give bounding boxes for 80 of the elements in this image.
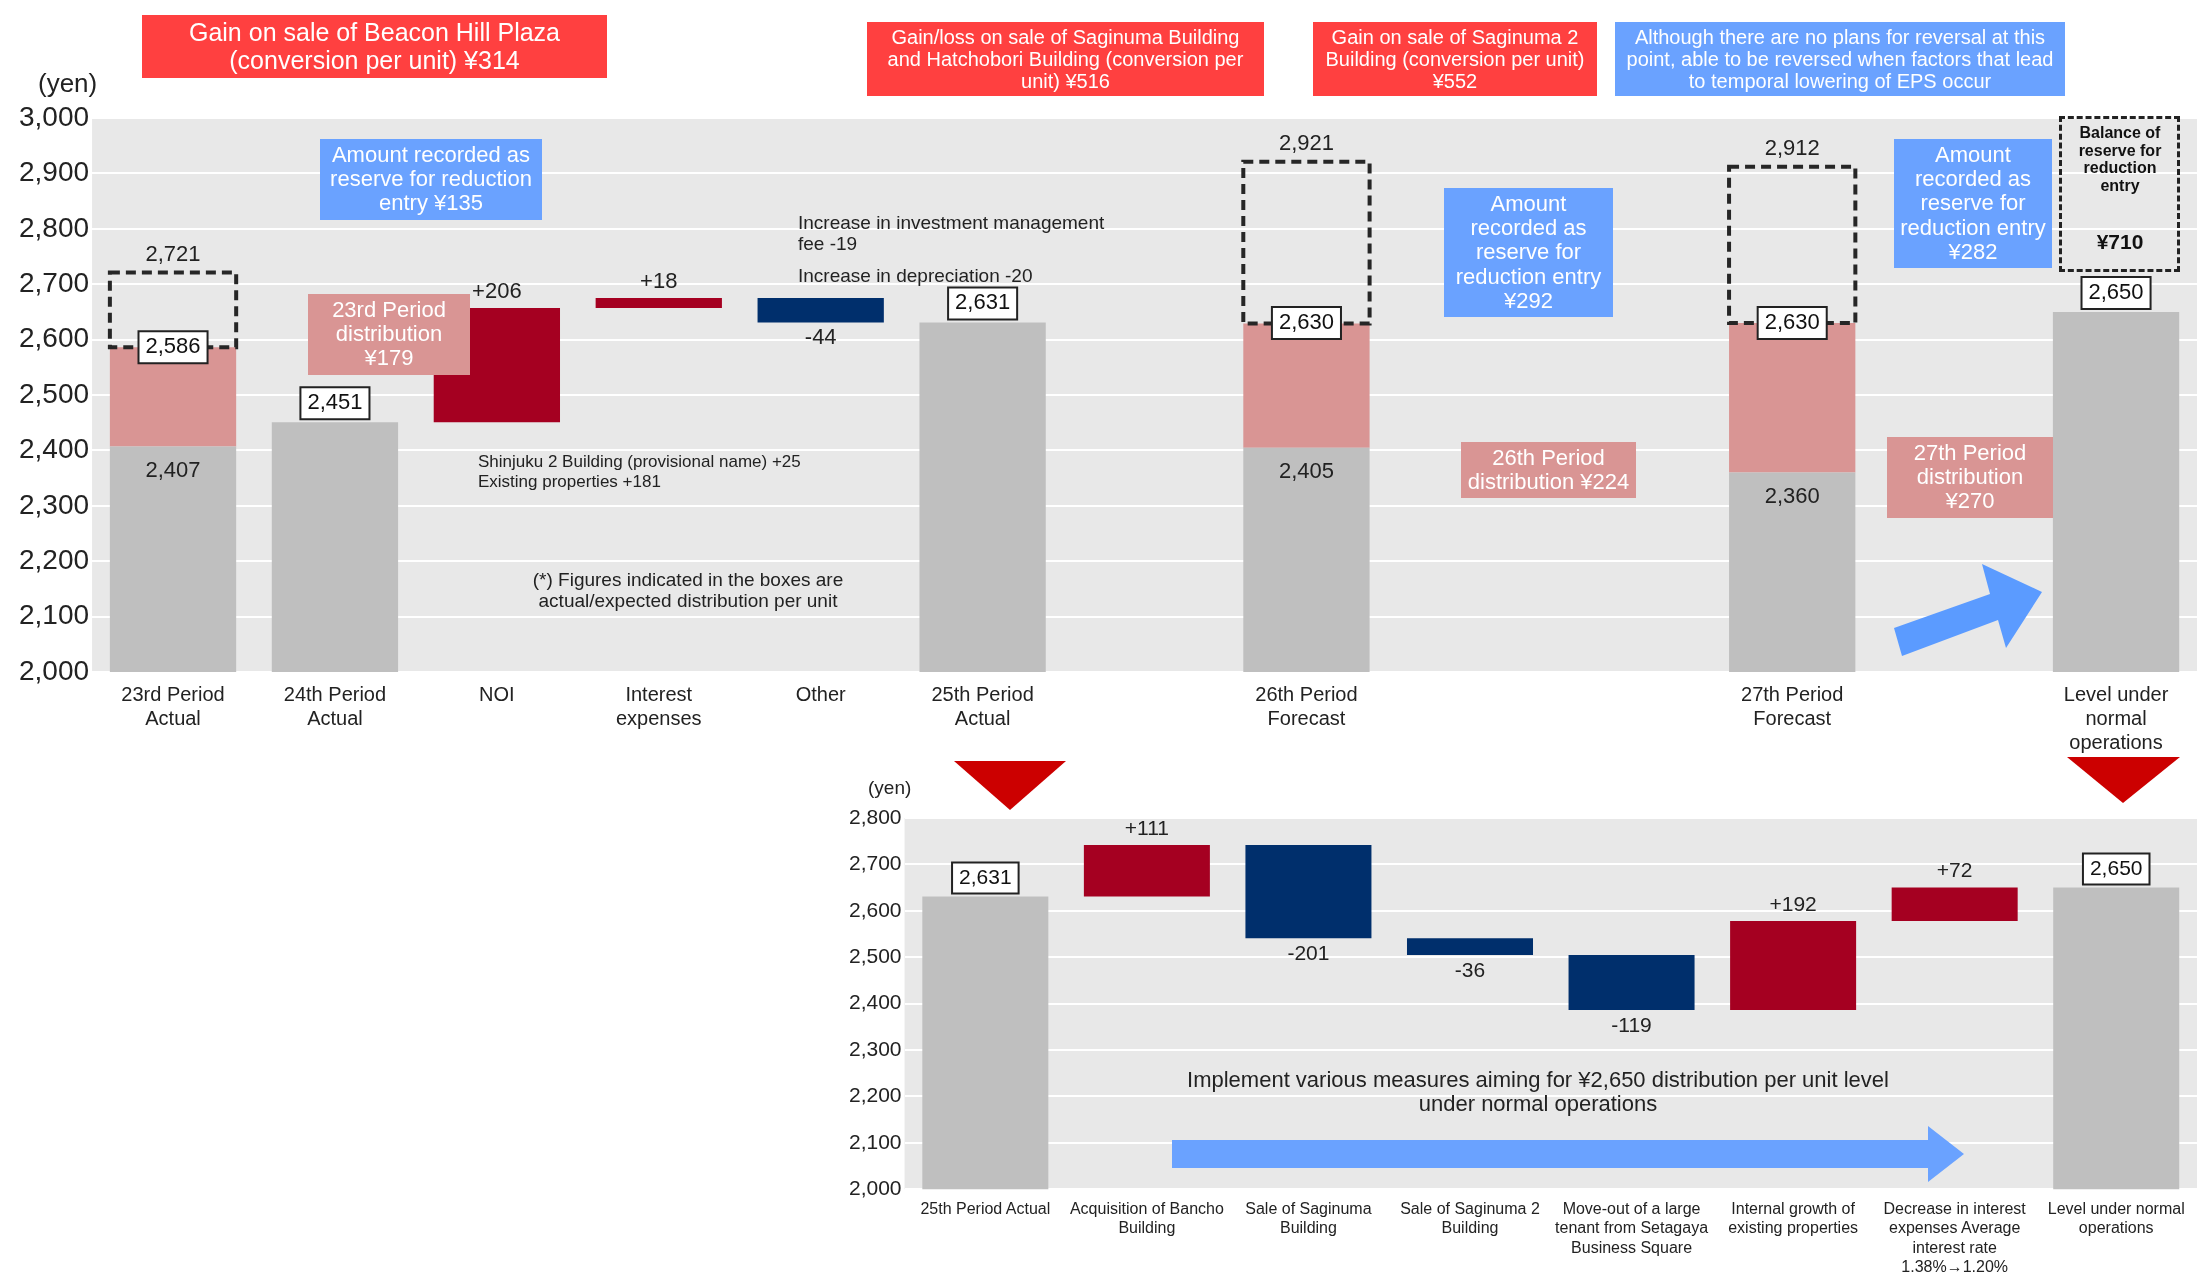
data-label: +18 — [640, 268, 678, 294]
y-tick-label: 2,000 — [18, 654, 90, 686]
annotation: Implement various measures aiming for ¥2,650 distribution per unit level under normal operations — [1186, 1067, 1890, 1117]
annotation: ¥710 — [2095, 230, 2145, 254]
data-label: 2,451 — [307, 389, 363, 415]
data-label: -201 — [1287, 940, 1330, 964]
data-label: +72 — [1936, 858, 1973, 882]
annotation: 2,630 — [1278, 309, 1334, 335]
y-tick-label: 2,500 — [18, 377, 90, 409]
annotation: Balance of reserve for reduction entry — [2077, 124, 2163, 195]
y-axis-title: (yen) — [868, 776, 912, 798]
annotation: Increase in investment management fee -19 — [798, 212, 1106, 255]
y-tick-label: 2,600 — [848, 897, 902, 921]
annotation: 2,586 — [145, 333, 201, 359]
data-label: 2,360 — [1764, 482, 1820, 508]
text: Gain on sale of Saginuma 2 Building (conversion per unit) ¥552 — [1313, 22, 1597, 96]
annotation: 2,630 — [1764, 309, 1820, 335]
annotation: 2,912 — [1764, 134, 1820, 160]
data-label: -36 — [1454, 957, 1486, 981]
data-label: +192 — [1769, 891, 1817, 915]
y-tick-label: 2,400 — [848, 990, 902, 1014]
data-label: 2,650 — [2089, 855, 2143, 879]
y-tick-label: 2,000 — [848, 1176, 902, 1199]
y-tick-label: 2,400 — [18, 433, 90, 465]
data-label: 2,407 — [145, 456, 201, 482]
data-label: -119 — [1611, 1012, 1652, 1036]
x-tick-label: 27th Period Forecast — [1741, 682, 1844, 729]
y-tick-label: 2,200 — [18, 543, 90, 575]
x-tick-label: Interest expenses — [615, 682, 702, 729]
annotation: Existing properties +181 — [478, 472, 662, 492]
x-tick-label: Internal growth of existing properties — [1728, 1200, 1859, 1237]
x-tick-label: Acquisition of Bancho Building — [1069, 1200, 1224, 1237]
x-tick-label: 25th Period Actual — [920, 1200, 1051, 1218]
annotation: (*) Figures indicated in the boxes are actual/expected distribution per unit — [531, 569, 845, 612]
annotation: 2,721 — [145, 240, 201, 266]
x-tick-label: Level under normal operations — [2047, 1200, 2185, 1237]
y-tick-label: 2,800 — [18, 211, 90, 243]
data-label: -44 — [804, 324, 837, 350]
y-tick-label: 2,300 — [18, 488, 90, 520]
data-label: 2,631 — [955, 289, 1011, 315]
y-tick-label: 2,500 — [848, 944, 902, 967]
x-tick-label: Other — [795, 682, 847, 705]
x-tick-label: 26th Period Forecast — [1255, 682, 1358, 729]
y-tick-label: 2,100 — [18, 599, 90, 631]
text: Gain on sale of Beacon Hill Plaza (conversion per unit) ¥314 — [142, 15, 607, 78]
annotation: 26th Period distribution ¥224 — [1461, 442, 1636, 499]
annotation: Shinjuku 2 Building (provisional name) +25 — [478, 452, 802, 472]
data-label: +206 — [472, 278, 522, 304]
text: Gain/loss on sale of Saginuma Building and Hatchobori Building (conversion per unit) ¥516 — [867, 22, 1264, 96]
annotation: 27th Period distribution ¥270 — [1887, 437, 2053, 518]
x-tick-label: NOI — [479, 682, 515, 705]
annotation: 23rd Period distribution ¥179 — [308, 294, 470, 375]
annotation: Amount recorded as reserve for reduction entry ¥282 — [1894, 139, 2052, 268]
y-tick-label: 2,100 — [848, 1129, 902, 1153]
y-tick-label: 2,900 — [18, 156, 90, 188]
text: Although there are no plans for reversal at this point, able to be reversed when factors that lead to temporal lowering of EPS occur — [1615, 22, 2065, 96]
x-tick-label: Sale of Saginuma 2 Building — [1400, 1200, 1540, 1237]
y-tick-label: 2,700 — [18, 266, 90, 298]
annotation: Amount recorded as reserve for reduction entry ¥135 — [320, 139, 542, 220]
y-axis-title: (yen) — [38, 68, 98, 99]
data-label: 2,405 — [1278, 457, 1334, 483]
annotation: Increase in depreciation -20 — [798, 265, 1034, 287]
y-tick-label: 2,800 — [848, 804, 902, 828]
annotation: Amount recorded as reserve for reduction entry ¥292 — [1444, 188, 1613, 317]
y-tick-label: 2,200 — [848, 1083, 902, 1107]
x-tick-label: Sale of Saginuma Building — [1245, 1200, 1372, 1237]
data-label: +111 — [1124, 815, 1169, 839]
x-tick-label: Decrease in interest expenses Average interest rate 1.38%→1.20% — [1883, 1200, 2027, 1275]
x-tick-label: Level under normal operations — [2063, 682, 2169, 753]
y-tick-label: 3,000 — [18, 100, 90, 132]
x-tick-label: 24th Period Actual — [283, 682, 387, 729]
x-tick-label: 23rd Period Actual — [121, 682, 225, 729]
data-label: 2,631 — [959, 864, 1012, 888]
x-tick-label: 25th Period Actual — [931, 682, 1034, 729]
data-label: 2,650 — [2088, 278, 2144, 304]
y-tick-label: 2,300 — [848, 1036, 902, 1060]
x-tick-label: Move-out of a large tenant from Setagaya Business Square — [1555, 1200, 1709, 1256]
y-tick-label: 2,700 — [848, 851, 902, 875]
annotation: 2,921 — [1278, 129, 1334, 155]
y-tick-label: 2,600 — [18, 322, 90, 354]
